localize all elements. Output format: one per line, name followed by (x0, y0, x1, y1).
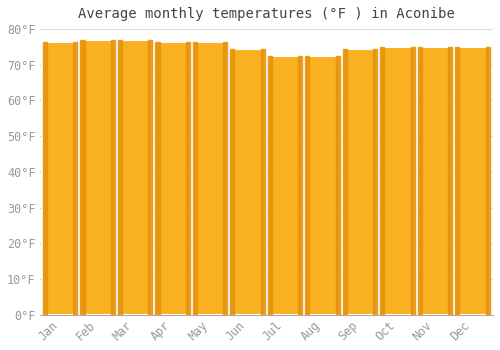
Bar (186, 42, 190, 315)
Bar (455, 47, 460, 315)
Bar (260, 49, 265, 315)
Bar (80, 40, 84, 315)
Bar (80, 40, 115, 315)
Bar (306, 56, 310, 315)
Bar (336, 56, 340, 315)
Bar (193, 42, 228, 315)
Bar (298, 56, 302, 315)
Bar (118, 40, 122, 315)
Bar (230, 49, 234, 315)
Bar (118, 40, 152, 315)
Bar (373, 49, 378, 315)
Bar (380, 47, 384, 315)
Bar (306, 56, 340, 315)
Bar (230, 49, 265, 315)
Bar (343, 49, 378, 315)
Bar (43, 42, 78, 315)
Bar (410, 47, 414, 315)
Bar (380, 47, 414, 315)
Bar (156, 42, 160, 315)
Bar (74, 42, 78, 315)
Bar (148, 40, 152, 315)
Bar (448, 47, 452, 315)
Bar (486, 47, 490, 315)
Bar (418, 47, 422, 315)
Bar (43, 42, 47, 315)
Title: Average monthly temperatures (°F ) in Aconibe: Average monthly temperatures (°F ) in Ac… (78, 7, 455, 21)
Bar (223, 42, 228, 315)
Bar (268, 56, 302, 315)
Bar (193, 42, 197, 315)
Bar (418, 47, 452, 315)
Bar (111, 40, 115, 315)
Bar (156, 42, 190, 315)
Bar (268, 56, 272, 315)
Bar (455, 47, 490, 315)
Bar (343, 49, 347, 315)
